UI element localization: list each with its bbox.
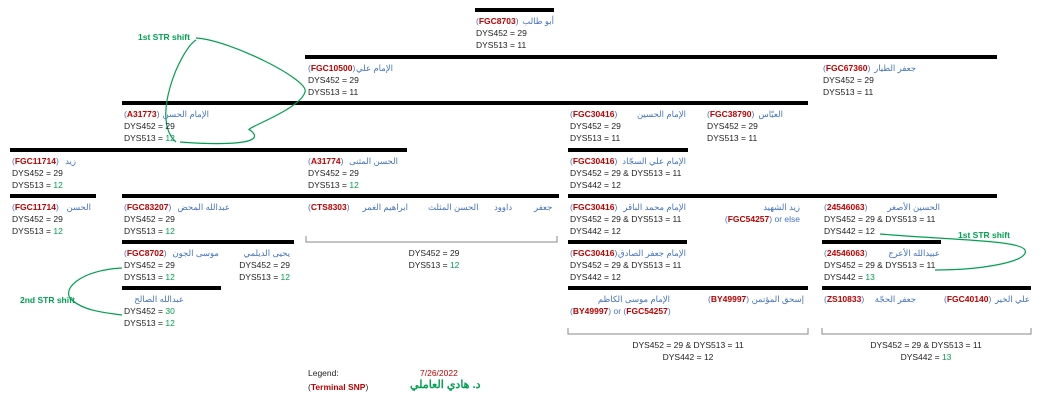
legend-author: د. هادي العاملي: [410, 379, 481, 391]
bar-abu-talib: [475, 8, 554, 12]
node-name: أبو طالب: [522, 16, 554, 26]
node-musa-jawn: (FGC8702) موسى الجون DYS452 = 29 DYS513 = …: [124, 248, 219, 282]
node-jafar-hujja: (ZS10833) جعفر الحجّة: [824, 294, 916, 304]
summary-sadiq-branch: DYS452 = 29 & DYS513 = 11 DYS442 = 12: [632, 340, 744, 362]
node-hasan-muthallath: الحسن المثلث: [428, 202, 479, 212]
summary-araj-branch: DYS452 = 29 & DYS513 = 11 DYS442 = 13: [870, 340, 982, 362]
node-ubaydullah-araj: (24546063) عبيدالله الأعرج DYS452 = 29 & …: [824, 248, 940, 282]
str-shift-label-1b: 1st STR shift: [958, 230, 1010, 240]
bar-ali-children: [122, 101, 808, 105]
node-imam-ali: (FGC10500) الإمام علي DYS452 = 29 DYS513 =…: [308, 63, 393, 97]
bar-sajjad-children: [568, 194, 997, 198]
node-ali-khayr: (FGC40140) علي الخير: [944, 294, 1030, 304]
snp-label: (FGC8703): [476, 16, 519, 26]
bar-araj-children: [822, 286, 1031, 290]
node-ibrahim-ghamr: (CTS8303) ابراهيم الغمر: [308, 202, 408, 212]
node-jafar-sadiq: (FGC30416) الإمام جعفر الصادق DYS452 = 29…: [570, 248, 686, 282]
bar-husayn-children: [568, 148, 688, 152]
bar-ali-jafar: [305, 55, 997, 59]
node-jafar: جعفر: [534, 202, 553, 212]
node-al-hasan: (FGC11714) الحسن DYS452 = 29 DYS513 = 12: [12, 202, 91, 236]
node-musa-kazim: الإمام موسى الكاظم (BY49997) or (FGC5425…: [570, 294, 671, 316]
node-imam-hasan: (A31773) الإمام الحسن DYS452 = 29 DYS513 =…: [124, 109, 209, 143]
node-husayn-asghar: (24546063) الحسين الأصغر DYS452 = 29 & DY…: [824, 202, 940, 236]
node-abdullah-mahd: (FGC83207) عبدالله المحض DYS452 = 29 DYS51…: [124, 202, 230, 236]
node-ali-sajjad: (FGC30416) الإمام علي السجّاد DYS452 = 29…: [570, 156, 686, 190]
bar-muthanna-children: [122, 194, 559, 198]
node-yahya-daylami: يحيى الديلمي DYS452 = 29 DYS513 = 12: [239, 248, 290, 282]
str-shift-label-2: 2nd STR shift: [20, 295, 75, 305]
node-zayd-shahid: زيد الشهيد (FGC54257) or else: [724, 202, 800, 224]
node-abu-talib: (FGC8703) أبو طالب DYS452 = 29 DYS513 = 1…: [476, 15, 554, 51]
str-shift-label-1: 1st STR shift: [138, 32, 190, 42]
node-dawud: داوود: [494, 202, 513, 212]
bar-sadiq-children: [568, 286, 808, 290]
node-muhammad-baqir: (FGC30416) الإمام محمد الباقر DYS452 = 29…: [570, 202, 686, 236]
bar-zayd-children: [10, 194, 96, 198]
bar-mahd-children: [122, 240, 294, 244]
node-abdullah-salih: عبدالله الصالح DYS452 = 30 DYS513 = 12: [124, 294, 184, 328]
node-ishaq-mutaman: (BY49997) إسحق المؤتمن: [708, 294, 804, 304]
node-zayd: (FGC11714) زيد DYS452 = 29 DYS513 = 12: [12, 156, 76, 190]
node-abbas: (FGC38790) العبّاس DYS452 = 29 DYS513 = 11: [707, 109, 783, 143]
bar-baqir-children: [568, 240, 687, 244]
legend-terminal-snp: (Terminal SNP): [308, 382, 369, 392]
bar-asghar-children: [822, 240, 941, 244]
str-line: DYS513 = 11: [476, 40, 527, 50]
node-imam-husayn: (FGC30416) الإمام الحسين DYS452 = 29 DYS51…: [570, 109, 686, 143]
node-hasan-muthanna: (A31774) الحسن المثنى DYS452 = 29 DYS513 =…: [308, 156, 398, 190]
summary-muthanna-branch: DYS452 = 29 DYS513 = 12: [408, 248, 460, 270]
node-jafar-tayyar: (FGC67360) جعفر الطيار DYS452 = 29 DYS513 …: [823, 63, 916, 97]
legend-label: Legend:: [308, 368, 339, 378]
legend-date: 7/26/2022: [420, 368, 458, 378]
str-line: DYS452 = 29: [476, 28, 527, 38]
bar-jawn-children: [122, 286, 221, 290]
bar-hasan-children: [10, 148, 407, 152]
